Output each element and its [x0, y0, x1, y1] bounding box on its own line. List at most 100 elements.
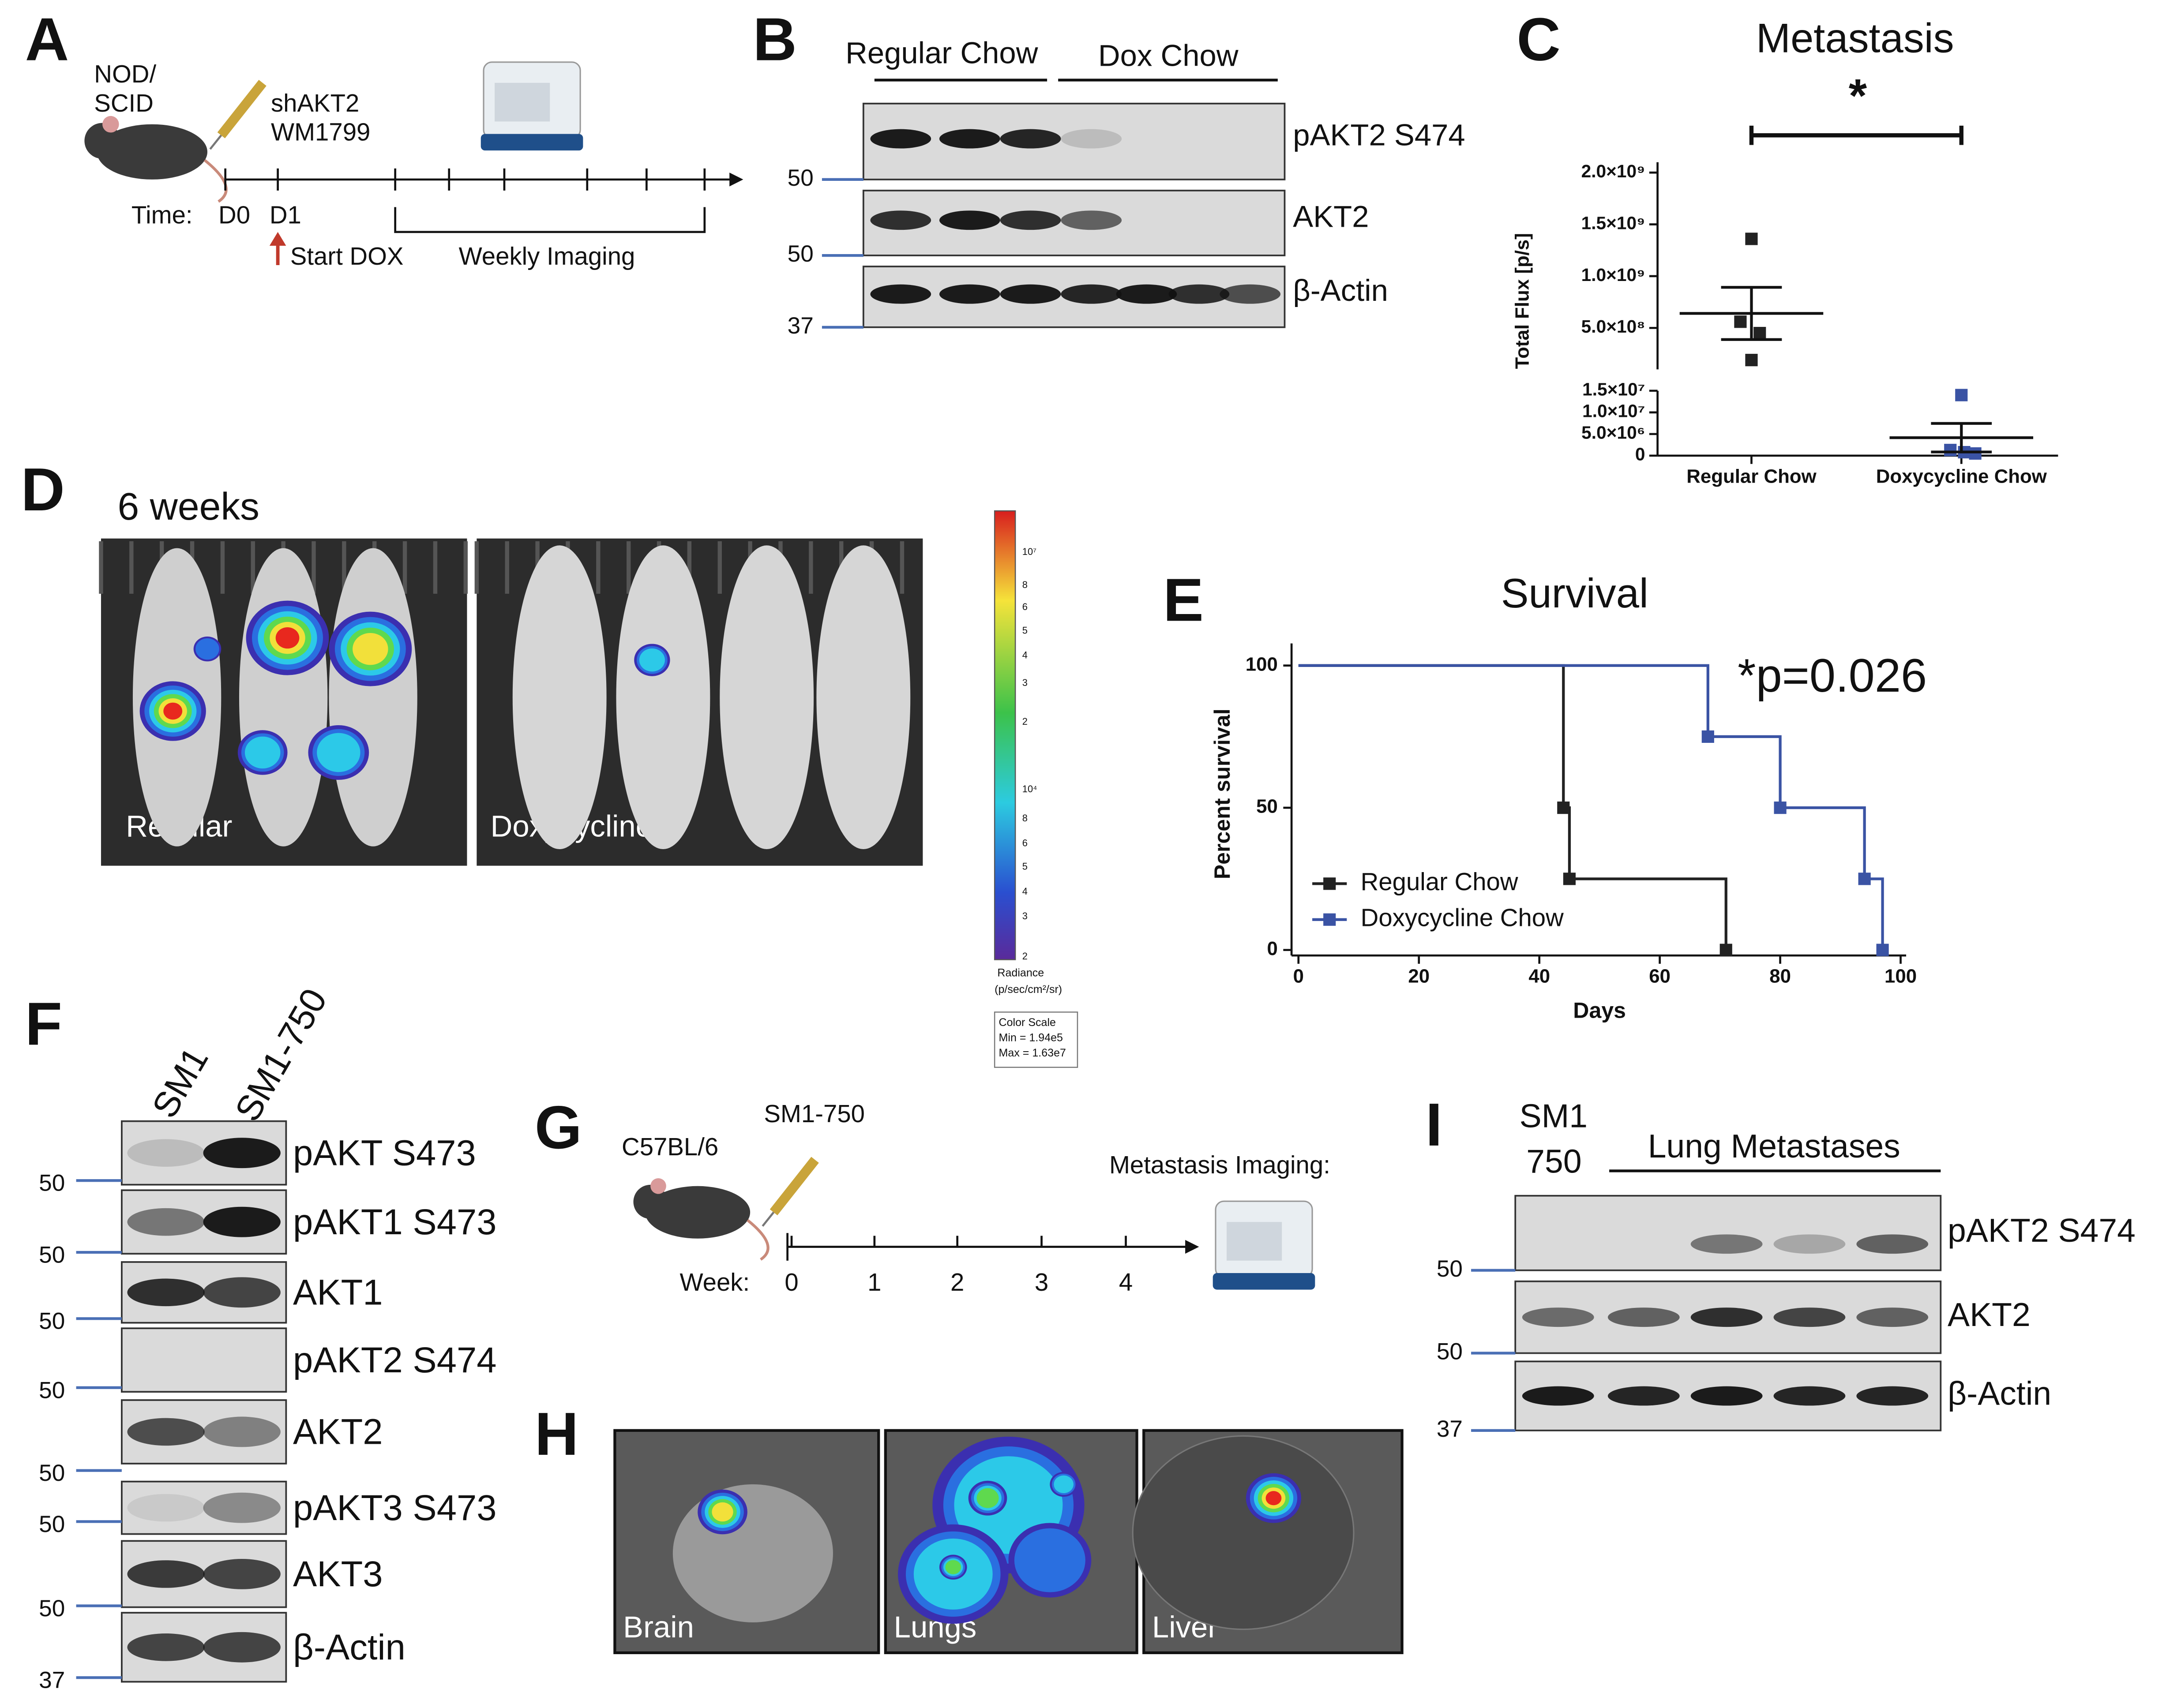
blot: [121, 1480, 287, 1535]
start-label: Start DOX: [290, 242, 404, 270]
band: [203, 1277, 281, 1308]
y-tick-label: 1.5×10⁷: [1582, 379, 1645, 400]
injection-label: WM1799: [271, 118, 370, 146]
survival-step: [1780, 806, 1866, 879]
mw-marker: 50: [39, 1170, 65, 1196]
error-bar: [1721, 286, 1782, 341]
data-point: [1745, 354, 1758, 367]
band: [1856, 1386, 1929, 1406]
scale-tick-label: 5: [1022, 861, 1028, 872]
band: [127, 1139, 205, 1167]
row-label: AKT3: [293, 1554, 383, 1594]
band: [870, 129, 931, 149]
color-bar: [994, 510, 1016, 960]
scale-title: Radiance: [997, 966, 1044, 979]
band: [1220, 284, 1281, 304]
scale-tick-label: 4: [1022, 886, 1028, 897]
x-tick-label: 20: [1408, 966, 1430, 987]
band: [127, 1560, 205, 1588]
row-label: pAKT2 S474: [1293, 118, 1465, 152]
band: [203, 1558, 281, 1589]
band: [870, 284, 931, 304]
scale-tick-label: 8: [1022, 813, 1028, 824]
scale-tick-label: 5: [1022, 625, 1028, 636]
y-tick-label: 1.5×10⁹: [1581, 213, 1645, 233]
y-tick-label: 50: [1256, 796, 1278, 817]
band: [939, 284, 1000, 304]
mouse: [816, 545, 911, 850]
scale-tick-label: 6: [1022, 837, 1028, 848]
y-tick-label: 1.0×10⁹: [1581, 265, 1645, 285]
survival-step: [1569, 877, 1727, 950]
band: [127, 1494, 205, 1522]
annotation: *p=0.026: [1738, 649, 1927, 702]
mouse-label: C57BL/6: [622, 1133, 718, 1161]
survival-step: [1298, 664, 1709, 737]
signal: [244, 736, 281, 769]
scale-tick-label: 3: [1022, 677, 1028, 688]
signal: [317, 733, 360, 772]
band: [1856, 1307, 1929, 1327]
time-label: Time:: [131, 201, 193, 228]
blot: [862, 102, 1286, 180]
mw-marker: 50: [39, 1511, 65, 1537]
y-tick-label: 0: [1635, 444, 1645, 464]
signal: [976, 1488, 999, 1508]
legend-label: Doxycycline Chow: [1361, 904, 1564, 932]
rule: [209, 135, 222, 150]
x-axis-label: Days: [1573, 998, 1626, 1023]
row-label: β-Actin: [1948, 1375, 2051, 1412]
imager-icon: [480, 134, 583, 151]
band: [1061, 129, 1122, 149]
blot: [1514, 1195, 1942, 1271]
signal: [163, 702, 183, 720]
survival-step: [1298, 664, 1565, 808]
signal: [639, 648, 665, 672]
band: [1000, 284, 1061, 304]
signal: [1265, 1491, 1282, 1506]
data-point: [1734, 315, 1747, 328]
imaging-label: Weekly Imaging: [459, 242, 635, 270]
band: [127, 1208, 205, 1236]
band: [1773, 1386, 1846, 1406]
x-tick-label: 60: [1649, 966, 1670, 987]
group-label: Regular Chow: [845, 36, 1038, 70]
signal: [945, 1560, 961, 1574]
image-label: Brain: [623, 1610, 694, 1644]
y-axis-label: Total Flux [p/s]: [1512, 233, 1533, 369]
scale-tick-label: 3: [1022, 910, 1028, 921]
arrowhead: [269, 232, 286, 246]
band: [1607, 1386, 1680, 1406]
band: [1116, 284, 1177, 304]
scale-tick-label: 4: [1022, 650, 1028, 661]
mw-marker: 50: [39, 1596, 65, 1622]
panel-label: F: [25, 990, 62, 1058]
week-tick-label: 1: [867, 1268, 881, 1296]
mw-marker: 50: [39, 1377, 65, 1403]
y-tick-label: 5.0×10⁶: [1581, 423, 1645, 443]
panel-label: B: [753, 6, 796, 74]
survival-step: [1563, 806, 1571, 879]
scale-tick-label: 10⁷: [1022, 546, 1036, 557]
lane-label: SM1: [1520, 1097, 1588, 1134]
scale-title: (p/sec/cm²/sr): [995, 983, 1062, 996]
organ: [672, 1484, 833, 1622]
row-label: pAKT2 S474: [1948, 1212, 2136, 1249]
mw-marker: 50: [788, 241, 814, 267]
syringe-icon: [217, 80, 267, 139]
panel-label: G: [535, 1094, 582, 1161]
band: [939, 129, 1000, 149]
data-point: [1753, 327, 1766, 340]
imager-icon: [1213, 1273, 1315, 1290]
panel-label: H: [535, 1400, 578, 1468]
scale-tick-label: 2: [1022, 716, 1028, 727]
chart-title: Metastasis: [1756, 15, 1954, 61]
x-tick-label: 0: [1293, 966, 1304, 987]
data-point: [1876, 944, 1889, 956]
row-label: AKT2: [293, 1412, 383, 1452]
mw-marker: 50: [788, 165, 814, 191]
group-label: Lung Metastases: [1648, 1127, 1900, 1165]
band: [1061, 284, 1122, 304]
mouse: [329, 548, 417, 847]
